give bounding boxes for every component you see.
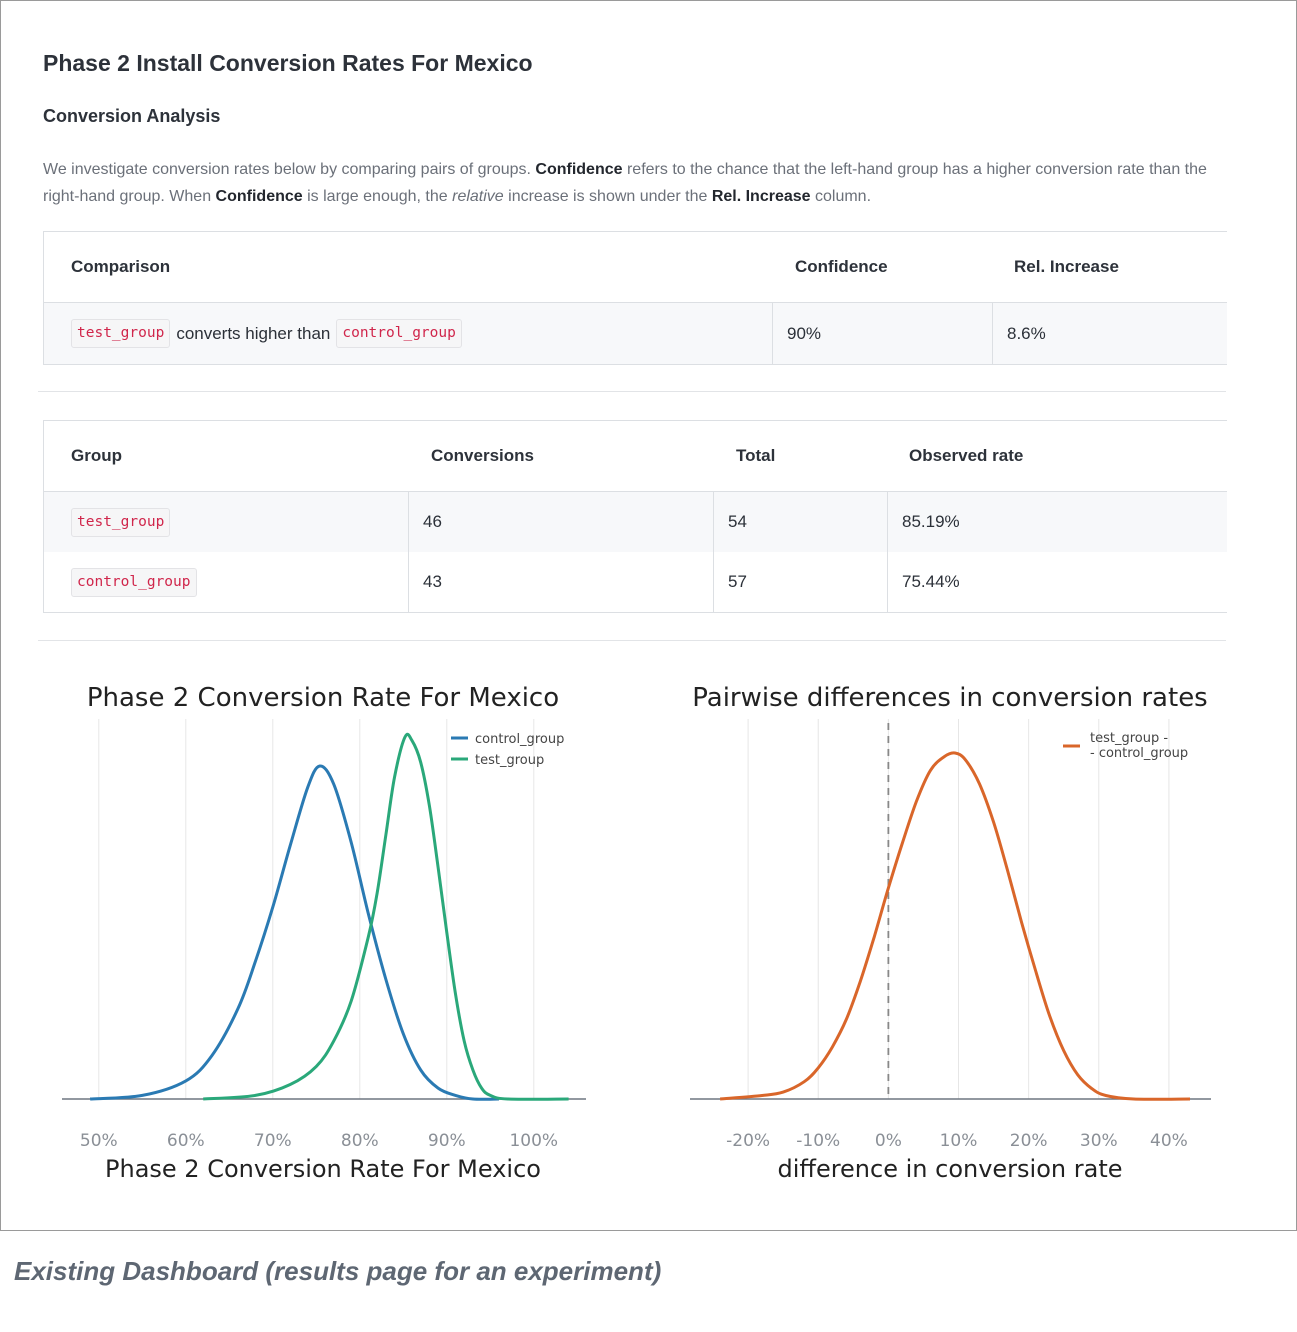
column-header-observed-rate: Observed rate <box>909 446 1024 465</box>
x-tick-label: 90% <box>428 1131 466 1151</box>
total-value: 57 <box>713 552 887 612</box>
chart-title: Phase 2 Conversion Rate For Mexico <box>87 683 559 713</box>
column-header-total: Total <box>736 446 776 465</box>
intro-text: is large enough, the <box>302 188 453 205</box>
x-tick-label: 80% <box>341 1131 379 1151</box>
comparison-table: Comparison Confidence Rel. Increase test… <box>43 231 1227 365</box>
intro-bold-confidence: Confidence <box>535 161 623 178</box>
total-value: 54 <box>713 492 887 552</box>
conversions-value: 46 <box>408 492 713 552</box>
legend-label: - control_group <box>1090 746 1188 761</box>
column-header-group: Group <box>71 446 122 465</box>
section-title: Conversion Analysis <box>43 106 221 126</box>
divider <box>38 391 1226 392</box>
x-tick-label: 20% <box>1010 1131 1048 1151</box>
x-tick-label: 30% <box>1080 1131 1118 1151</box>
x-axis-label: Phase 2 Conversion Rate For Mexico <box>105 1155 541 1183</box>
x-tick-label: 100% <box>509 1131 558 1151</box>
pairwise-difference-chart: Pairwise differences in conversion rates… <box>690 683 1211 1183</box>
group-tag-test: test_group <box>71 507 171 537</box>
x-tick-label: 0% <box>875 1131 902 1151</box>
series-line-test_group <box>203 732 569 1101</box>
x-axis-label: difference in conversion rate <box>778 1155 1123 1183</box>
group-cell: control_group <box>44 552 408 612</box>
column-header-conversions: Conversions <box>431 446 534 465</box>
observed-rate-value: 85.19% <box>887 492 1227 552</box>
comparison-phrase: converts higher than <box>176 323 331 343</box>
conversions-value: 43 <box>408 552 713 612</box>
dashboard-frame: Phase 2 Install Conversion Rates For Mex… <box>0 0 1297 1231</box>
legend-label: control_group <box>475 732 564 747</box>
x-tick-label: 60% <box>167 1131 205 1151</box>
intro-text: increase is shown under the <box>503 188 712 205</box>
group-tag-test: test_group <box>71 319 171 348</box>
observed-rate-value: 75.44% <box>887 552 1227 612</box>
series-line-control_group <box>89 764 500 1101</box>
group-tag-control: control_group <box>71 567 197 597</box>
table-row: test_group 46 54 85.19% <box>44 492 1227 552</box>
x-tick-label: 40% <box>1150 1131 1188 1151</box>
x-tick-label: -10% <box>796 1131 840 1151</box>
conversion-rate-chart: Phase 2 Conversion Rate For Mexico 50% 60%… <box>62 683 586 1183</box>
figure-caption: Existing Dashboard (results page for an … <box>14 1256 662 1286</box>
intro-paragraph: We investigate conversion rates below by… <box>43 156 1233 210</box>
table-row: test_group converts higher than control_… <box>44 303 1227 364</box>
x-tick-label: -20% <box>726 1131 770 1151</box>
x-tick-label: 10% <box>940 1131 978 1151</box>
column-header-confidence: Confidence <box>795 257 888 276</box>
intro-bold-confidence: Confidence <box>215 188 303 205</box>
x-tick-label: 50% <box>80 1131 118 1151</box>
group-cell: test_group <box>44 492 408 552</box>
column-header-comparison: Comparison <box>71 257 171 276</box>
table-row: control_group 43 57 75.44% <box>44 552 1227 612</box>
groups-table: Group Conversions Total Observed rate te… <box>43 420 1227 613</box>
x-tick-label: 70% <box>254 1131 292 1151</box>
intro-italic-relative: relative <box>452 188 504 205</box>
intro-text: refers to the chance that the left-hand … <box>43 161 1207 205</box>
series-line-test_groupcontrol_group <box>719 751 1191 1101</box>
legend-label: test_group <box>475 753 544 768</box>
table-header-row: Comparison Confidence Rel. Increase <box>44 232 1227 303</box>
legend-label: test_group - <box>1090 731 1168 746</box>
column-header-rel-increase: Rel. Increase <box>1014 257 1119 276</box>
divider <box>38 640 1226 641</box>
confidence-value: 90% <box>772 303 992 364</box>
comparison-cell: test_group converts higher than control_… <box>44 303 772 364</box>
intro-text: column. <box>810 188 872 205</box>
chart-title: Pairwise differences in conversion rates <box>692 683 1207 713</box>
table-header-row: Group Conversions Total Observed rate <box>44 421 1227 492</box>
rel-increase-value: 8.6% <box>992 303 1227 364</box>
page-title: Phase 2 Install Conversion Rates For Mex… <box>43 50 533 76</box>
group-tag-control: control_group <box>336 319 462 348</box>
intro-text: We investigate conversion rates below by… <box>43 161 536 178</box>
intro-bold-rel-increase: Rel. Increase <box>711 188 811 205</box>
